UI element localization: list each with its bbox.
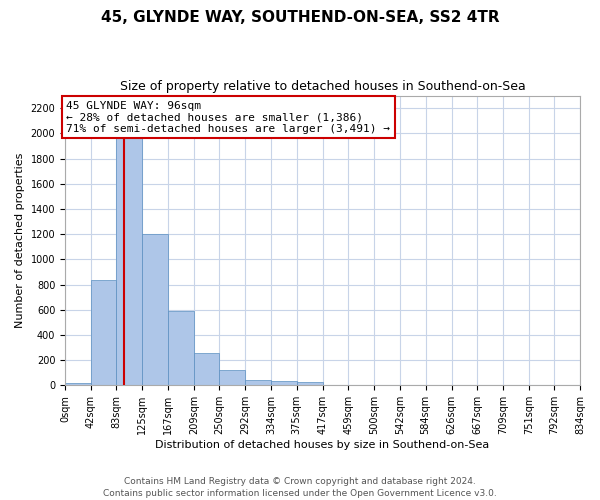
Text: 45 GLYNDE WAY: 96sqm
← 28% of detached houses are smaller (1,386)
71% of semi-de: 45 GLYNDE WAY: 96sqm ← 28% of detached h… (66, 100, 390, 134)
Title: Size of property relative to detached houses in Southend-on-Sea: Size of property relative to detached ho… (119, 80, 526, 93)
Bar (168, 311, 194, 386)
Bar (65, 383, 91, 386)
X-axis label: Distribution of detached houses by size in Southend-on-Sea: Distribution of detached houses by size … (155, 440, 490, 450)
Bar (194, 352, 220, 386)
Bar (91, 280, 116, 386)
Text: 45, GLYNDE WAY, SOUTHEND-ON-SEA, SS2 4TR: 45, GLYNDE WAY, SOUTHEND-ON-SEA, SS2 4TR (101, 10, 499, 25)
Bar (271, 381, 296, 386)
Y-axis label: Number of detached properties: Number of detached properties (15, 153, 25, 328)
Bar (142, 234, 168, 386)
Bar (245, 380, 271, 386)
Bar (296, 382, 323, 386)
Bar (220, 370, 245, 386)
Text: Contains HM Land Registry data © Crown copyright and database right 2024.
Contai: Contains HM Land Registry data © Crown c… (103, 476, 497, 498)
Bar (116, 134, 142, 386)
